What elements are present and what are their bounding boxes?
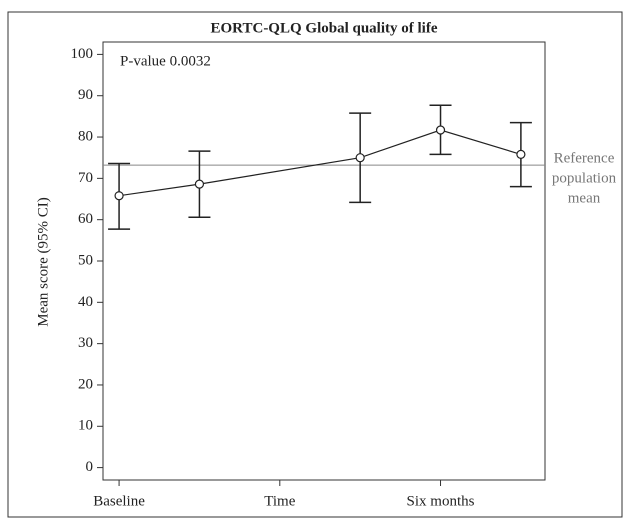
- point: [194, 179, 205, 189]
- x-tick-label: Six months: [407, 493, 475, 509]
- y-axis-label: Mean score (95% CI): [35, 197, 51, 327]
- y-tick-label: 0: [86, 459, 94, 475]
- x-tick-label: Time: [264, 493, 295, 509]
- y-tick-label: 70: [78, 170, 93, 186]
- x-tick-label: Baseline: [93, 493, 145, 509]
- point: [435, 125, 446, 135]
- y-tick-label: 100: [71, 46, 94, 62]
- reference-label: mean: [568, 191, 601, 207]
- y-tick-label: 30: [78, 335, 93, 351]
- point: [114, 191, 124, 201]
- plot-area: [102, 41, 546, 481]
- annotation: P-value 0.0032: [120, 53, 211, 69]
- y-tick-label: 60: [78, 211, 93, 227]
- reference-label: Reference: [554, 151, 615, 167]
- point: [355, 153, 365, 163]
- y-tick-label: 90: [78, 87, 93, 103]
- chart-title: EORTC-QLQ Global quality of life: [211, 20, 438, 36]
- y-tick-label: 20: [78, 376, 93, 392]
- y-tick-label: 50: [78, 252, 93, 268]
- point: [516, 149, 526, 159]
- line: [118, 129, 522, 197]
- frame: [7, 11, 623, 518]
- reference-label: population: [552, 171, 617, 187]
- y-tick-label: 10: [78, 418, 93, 434]
- y-tick-label: 40: [78, 294, 93, 310]
- y-tick-label: 80: [78, 128, 93, 144]
